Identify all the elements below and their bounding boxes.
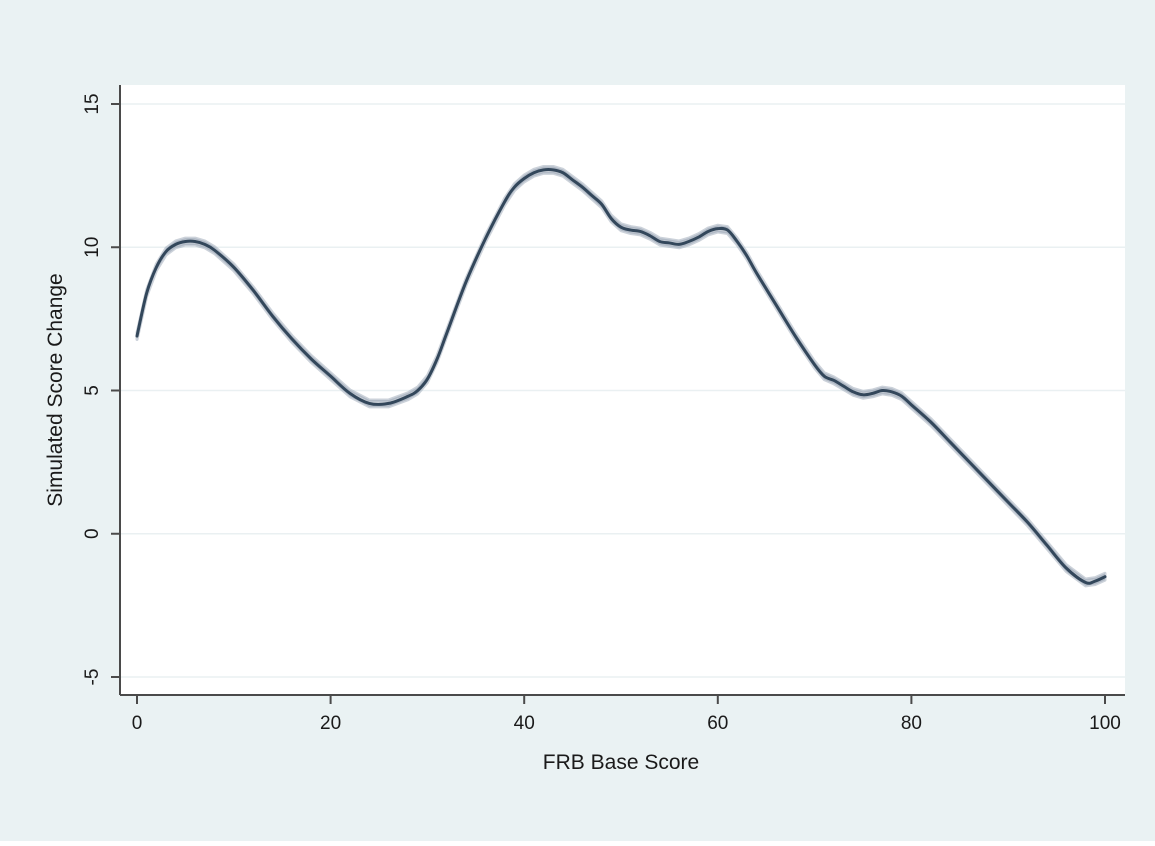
y-tick-label-3: 10 <box>82 237 103 258</box>
x-tick-label-3: 60 <box>707 713 728 734</box>
x-axis-title: FRB Base Score <box>543 751 699 774</box>
x-tick-label-1: 20 <box>320 713 341 734</box>
y-tick-label-0: -5 <box>82 669 103 686</box>
y-axis-title: Simulated Score Change <box>44 273 67 506</box>
y-tick-label-1: 0 <box>82 528 103 539</box>
y-tick-label-2: 5 <box>82 385 103 396</box>
x-tick-label-5: 100 <box>1089 713 1121 734</box>
x-tick-label-0: 0 <box>132 713 143 734</box>
tick-marks-and-labels: 0 20 40 60 80 100 -5 0 5 10 15 <box>82 93 1121 734</box>
y-tick-label-4: 15 <box>82 93 103 114</box>
series-line-layer <box>135 168 1107 585</box>
x-tick-label-4: 80 <box>901 713 922 734</box>
gridlines <box>120 103 1125 678</box>
series-line-0 <box>135 168 1107 585</box>
x-tick-label-2: 40 <box>514 713 535 734</box>
